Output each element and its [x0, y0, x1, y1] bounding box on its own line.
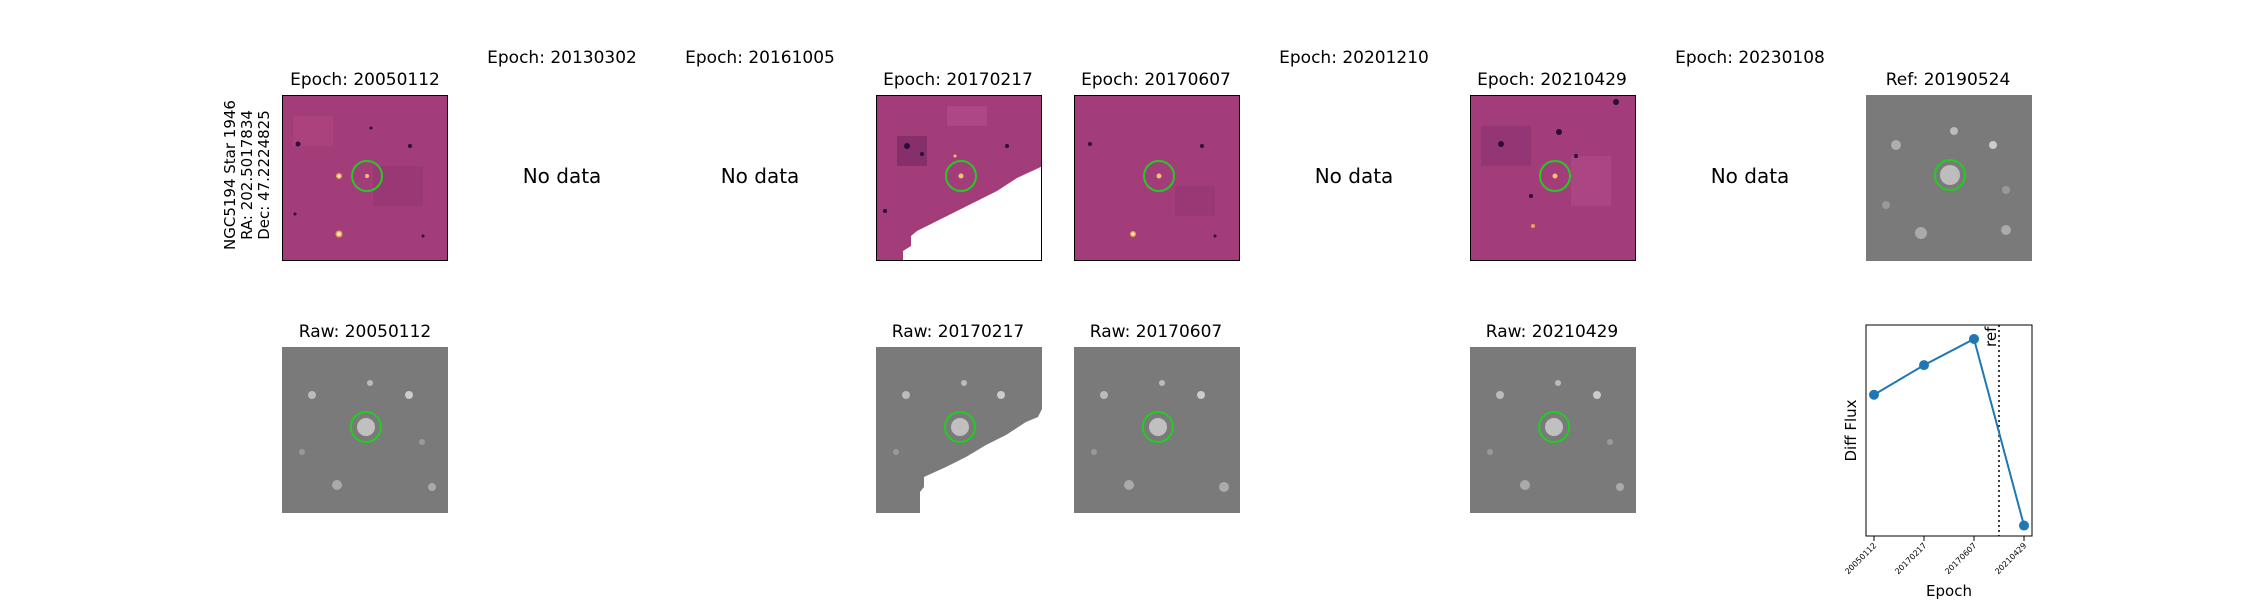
- data-point-20170217: [1919, 360, 1929, 371]
- diff-image-20170217: [876, 95, 1042, 261]
- star-ra: RA: 202.5017834: [238, 110, 256, 240]
- x-tick-label: 20170607: [1943, 541, 1978, 576]
- raw-image-20210429: [1470, 347, 1636, 513]
- no-data-label-7: No data: [1710, 164, 1790, 188]
- epoch-title-5: Epoch: 20201210: [1279, 48, 1429, 68]
- raw-image-20050112: [282, 347, 448, 513]
- ref-title: Ref: 20190524: [1885, 70, 2011, 90]
- data-point-20210429: [2019, 520, 2029, 531]
- epoch-title-1: Epoch: 20130302: [487, 48, 637, 68]
- raw-image-20170217: [876, 347, 1042, 513]
- ref-image: [1866, 95, 2032, 261]
- data-point-20170607: [1969, 333, 1979, 344]
- x-axis-label: Epoch: [1926, 582, 1972, 600]
- diff-image-20210429: [1470, 95, 1636, 261]
- epoch-title-3: Epoch: 20170217: [883, 70, 1033, 90]
- raw-title-3: Raw: 20170217: [891, 322, 1025, 342]
- y-axis-label: Diff Flux: [1842, 399, 1860, 461]
- x-tick-label: 20050112: [1843, 541, 1878, 576]
- epoch-title-4: Epoch: 20170607: [1081, 70, 1231, 90]
- flux-chart: ref 20050112 20170217 20170607 20210429 Dif…: [1842, 324, 2033, 600]
- epoch-title-7: Epoch: 20230108: [1675, 48, 1825, 68]
- raw-title-6: Raw: 20210429: [1485, 322, 1619, 342]
- x-tick-label: 20210429: [1993, 541, 2028, 576]
- epoch-title-2: Epoch: 20161005: [685, 48, 835, 68]
- ref-label: ref: [1982, 326, 2000, 347]
- diff-image-20050112: [282, 95, 448, 261]
- no-data-label-2: No data: [720, 164, 800, 188]
- epoch-title-6: Epoch: 20210429: [1477, 70, 1627, 90]
- raw-image-20170607: [1074, 347, 1240, 513]
- x-tick-label: 20170217: [1893, 541, 1928, 576]
- no-data-label-1: No data: [522, 164, 602, 188]
- raw-title-0: Raw: 20050112: [298, 322, 432, 342]
- star-name: NGC5194 Star 1946: [221, 100, 239, 250]
- star-label: NGC5194 Star 1946 RA: 202.5017834 Dec: 4…: [221, 90, 280, 260]
- no-data-label-5: No data: [1314, 164, 1394, 188]
- raw-title-4: Raw: 20170607: [1089, 322, 1223, 342]
- diff-image-20170607: [1074, 95, 1240, 261]
- flux-series-line: [1873, 337, 2025, 526]
- epoch-title-0: Epoch: 20050112: [290, 70, 440, 90]
- plot-frame: [1865, 324, 2033, 537]
- star-dec: Dec: 47.2224825: [255, 110, 273, 240]
- data-point-20050112: [1869, 389, 1879, 400]
